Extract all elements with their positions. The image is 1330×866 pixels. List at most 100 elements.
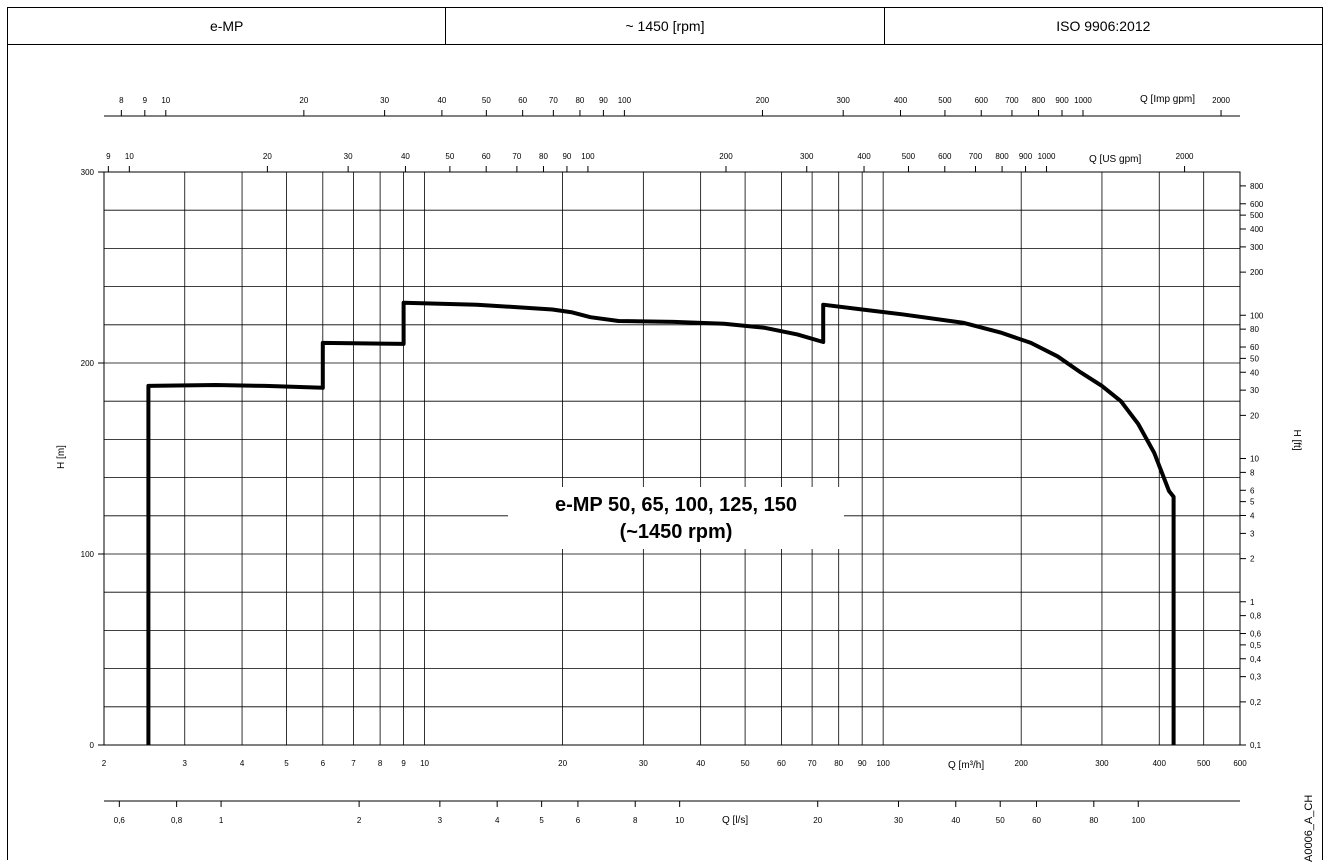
- ls-tick-label: 3: [438, 816, 443, 825]
- chart-title-line2: (~1450 rpm): [620, 521, 733, 543]
- ft-tick-label: 1: [1250, 598, 1255, 607]
- ft-tick-label: 30: [1250, 386, 1259, 395]
- imp-tick-label: 2000: [1212, 96, 1230, 105]
- y-tick-label: 0: [90, 741, 95, 750]
- x-tick-label: 500: [1197, 759, 1211, 768]
- x-tick-label: 3: [183, 759, 188, 768]
- axes-layer: [103, 115, 1241, 802]
- us-tick-label: 30: [344, 152, 353, 161]
- y-tick-label: 100: [81, 550, 95, 559]
- x-tick-label: 70: [808, 759, 817, 768]
- ft-tick-label: 20: [1250, 411, 1259, 420]
- ft-tick-label: 400: [1250, 225, 1264, 234]
- us-tick-label: 600: [938, 152, 952, 161]
- ticks-layer: 2 3 4 5 6 7 8 9 10 20 30 40 50 60 70 80 90 100 200 300 400 50…: [81, 96, 1264, 825]
- x-tick-label: 30: [639, 759, 648, 768]
- imp-tick-label: 8: [119, 96, 124, 105]
- ls-tick-label: 5: [539, 816, 544, 825]
- ft-tick-label: 2: [1250, 555, 1255, 564]
- chart-title-line1: e-MP 50, 65, 100, 125, 150: [555, 494, 797, 516]
- x-tick-label: 400: [1153, 759, 1167, 768]
- y-axis-label: H [m]: [56, 445, 67, 469]
- imp-tick-label: 10: [161, 96, 170, 105]
- ls-tick-label: 0,8: [171, 816, 183, 825]
- ft-tick-label: 60: [1250, 343, 1259, 352]
- us-tick-label: 300: [800, 152, 814, 161]
- us-tick-label: 800: [995, 152, 1009, 161]
- ft-tick-label: 80: [1250, 325, 1259, 334]
- ls-tick-label: 8: [633, 816, 638, 825]
- ft-tick-label: 4: [1250, 512, 1255, 521]
- x-tick-label: 60: [777, 759, 786, 768]
- us-tick-label: 900: [1019, 152, 1033, 161]
- plot-frame: [103, 171, 1241, 746]
- us-tick-label: 1000: [1038, 152, 1056, 161]
- ft-tick-label: 40: [1250, 368, 1259, 377]
- drawing-code: A0006_A_CH: [1303, 794, 1315, 862]
- us-tick-label: 10: [125, 152, 134, 161]
- x-tick-label: 80: [834, 759, 843, 768]
- ls-tick-label: 6: [576, 816, 581, 825]
- x-tick-label: 100: [876, 759, 890, 768]
- ft-tick-label: 10: [1250, 455, 1259, 464]
- y-tick-label: 300: [81, 168, 95, 177]
- ft-tick-label: 5: [1250, 498, 1255, 507]
- imp-tick-label: 70: [549, 96, 558, 105]
- us-tick-label: 80: [539, 152, 548, 161]
- x-tick-label: 600: [1233, 759, 1247, 768]
- x-tick-label: 8: [378, 759, 383, 768]
- header-bar: e-MP ~ 1450 [rpm] ISO 9906:2012: [7, 7, 1323, 45]
- x-tick-label: 6: [321, 759, 326, 768]
- y2-axis-label: H [ft]: [1291, 429, 1302, 450]
- performance-curve: [146, 300, 1176, 745]
- ft-tick-label: 500: [1250, 211, 1264, 220]
- ft-tick-label: 50: [1250, 354, 1259, 363]
- ls-tick-label: 60: [1032, 816, 1041, 825]
- us-tick-label: 700: [969, 152, 983, 161]
- imp-tick-label: 20: [299, 96, 308, 105]
- us-tick-label: 20: [263, 152, 272, 161]
- ft-tick-label: 0,3: [1250, 673, 1262, 682]
- imp-tick-label: 500: [938, 96, 952, 105]
- ft-tick-label: 8: [1250, 468, 1255, 477]
- imp-tick-label: 60: [518, 96, 527, 105]
- us-tick-label: 90: [562, 152, 571, 161]
- y-tick-label: 200: [81, 359, 95, 368]
- x-tick-label: 300: [1095, 759, 1109, 768]
- ft-tick-label: 0,6: [1250, 630, 1262, 639]
- us-tick-label: 100: [581, 152, 595, 161]
- ls-tick-label: 100: [1132, 816, 1146, 825]
- drawing-frame: [7, 44, 1323, 860]
- x-tick-label: 90: [858, 759, 867, 768]
- ls-tick-label: 2: [357, 816, 362, 825]
- ft-tick-label: 3: [1250, 529, 1255, 538]
- chart-title-background: [508, 487, 844, 549]
- header-standard: ISO 9906:2012: [1056, 18, 1151, 34]
- ft-tick-label: 600: [1250, 200, 1264, 209]
- imp-tick-label: 50: [482, 96, 491, 105]
- ls-tick-label: 0,6: [114, 816, 126, 825]
- ls-tick-label: 20: [813, 816, 822, 825]
- x-tick-label: 40: [696, 759, 705, 768]
- curve-layer: [146, 300, 1176, 745]
- imp-tick-label: 200: [756, 96, 770, 105]
- imp-tick-label: 400: [894, 96, 908, 105]
- x-tick-label: 4: [240, 759, 245, 768]
- imp-tick-label: 1000: [1074, 96, 1092, 105]
- ls-axis-label: Q [l/s]: [722, 815, 748, 826]
- imp-tick-label: 900: [1055, 96, 1069, 105]
- us-tick-label: 9: [106, 152, 111, 161]
- ls-tick-label: 40: [951, 816, 960, 825]
- us-tick-label: 70: [512, 152, 521, 161]
- ls-tick-label: 10: [675, 816, 684, 825]
- imp-tick-label: 700: [1005, 96, 1019, 105]
- imp-axis-label: Q [Imp gpm]: [1140, 94, 1195, 105]
- x-tick-label: 9: [401, 759, 406, 768]
- x-tick-label: 5: [284, 759, 289, 768]
- ft-tick-label: 0,1: [1250, 741, 1262, 750]
- us-tick-label: 400: [857, 152, 871, 161]
- us-tick-label: 40: [401, 152, 410, 161]
- imp-tick-label: 80: [575, 96, 584, 105]
- imp-tick-label: 30: [380, 96, 389, 105]
